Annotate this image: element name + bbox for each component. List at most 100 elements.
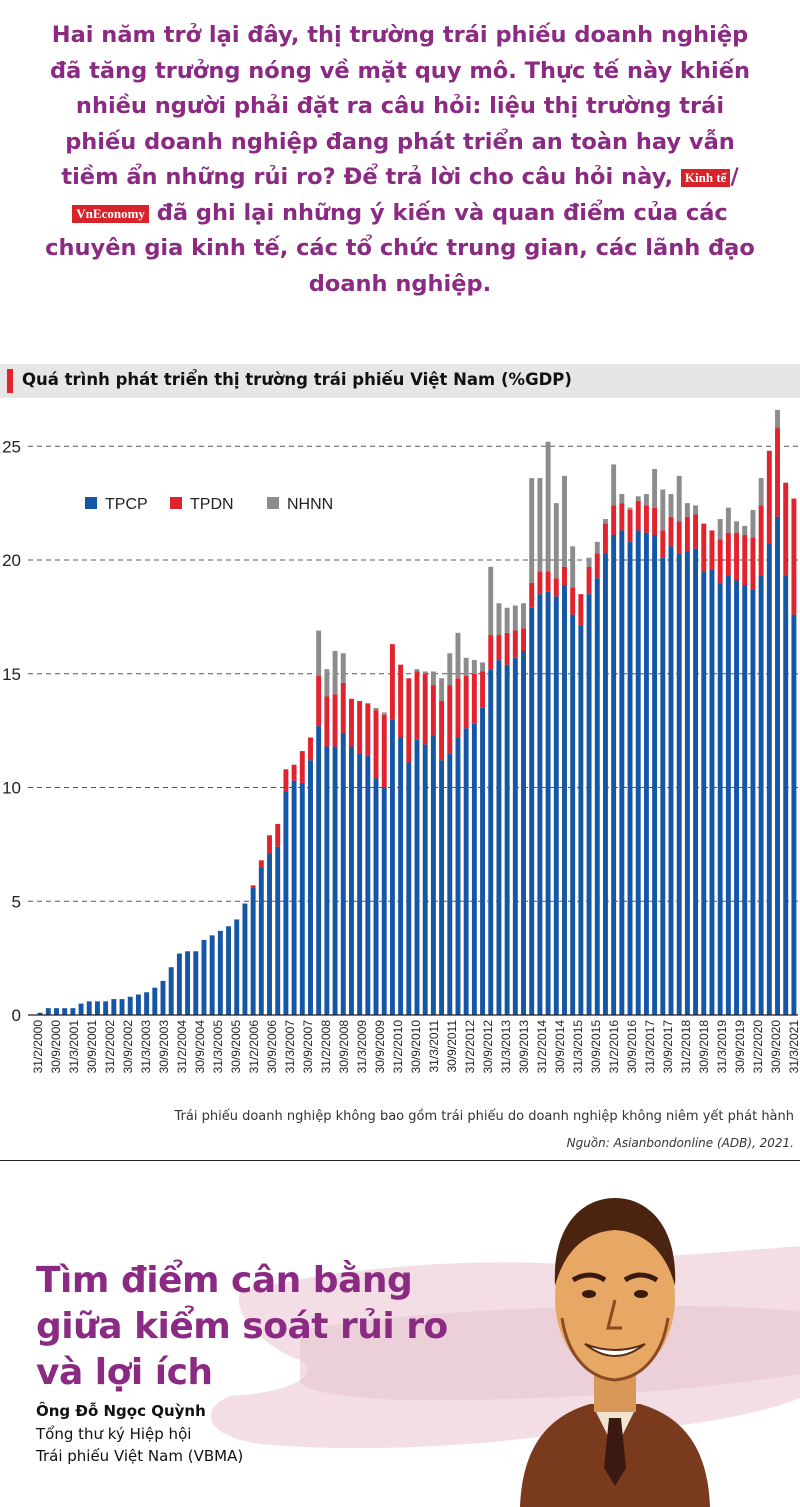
y-tick-label: 5: [12, 892, 21, 911]
bar-tpcp: [578, 625, 584, 1015]
legend-swatch-tpcp: [85, 497, 97, 509]
y-tick-label: 15: [2, 665, 21, 684]
bar-tpdn: [291, 764, 297, 781]
bar-tpcp: [496, 660, 502, 1015]
bar-nhnn: [742, 525, 748, 535]
bar-nhnn: [414, 669, 420, 672]
x-tick-label: 30/9/2017: [661, 1020, 675, 1074]
bar-tpcp: [78, 1003, 84, 1016]
x-tick-label: 31/2/2016: [607, 1020, 621, 1074]
bar-nhnn: [480, 662, 486, 672]
x-tick-label: 31/2/2018: [679, 1020, 693, 1074]
bar-tpcp: [750, 589, 756, 1015]
bar-tpcp: [291, 780, 297, 1015]
bar-nhnn: [324, 669, 330, 697]
bar-tpdn: [348, 698, 354, 747]
x-tick-label: 31/3/2013: [499, 1020, 513, 1074]
bar-tpdn: [258, 860, 264, 868]
bar-tpcp: [611, 534, 617, 1015]
bar-nhnn: [373, 707, 379, 711]
bar-tpdn: [250, 885, 256, 888]
x-tick-label: 30/9/2013: [517, 1020, 531, 1074]
bar-tpcp: [185, 951, 191, 1015]
bar-nhnn: [332, 651, 338, 695]
bar-tpdn: [373, 710, 379, 779]
bar-tpdn: [537, 571, 543, 595]
bar-tpcp: [389, 719, 395, 1015]
bar-nhnn: [504, 607, 510, 633]
x-tick-label: 30/9/2003: [157, 1020, 171, 1074]
x-tick-label: 31/2/2006: [247, 1020, 261, 1074]
bar-tpcp: [45, 1008, 51, 1015]
bar-tpdn: [389, 644, 395, 720]
bar-tpcp: [70, 1008, 76, 1015]
logo-separator: /: [730, 164, 739, 190]
bar-tpcp: [693, 548, 699, 1016]
bar-nhnn: [652, 469, 658, 508]
bar-tpdn: [340, 682, 346, 733]
bar-tpdn: [766, 450, 772, 545]
x-tick-label: 31/2/2000: [31, 1020, 45, 1074]
bar-tpcp: [201, 939, 207, 1015]
x-tick-label: 31/3/2003: [139, 1020, 153, 1074]
bar-nhnn: [594, 541, 600, 554]
bar-tpcp: [504, 664, 510, 1015]
bar-nhnn: [430, 671, 436, 686]
bar-tpcp: [684, 550, 690, 1015]
bar-tpdn: [684, 516, 690, 551]
legend-label-nhnn: NHNN: [287, 496, 333, 513]
bar-nhnn: [693, 505, 699, 515]
bar-nhnn: [439, 678, 445, 702]
bar-tpcp: [668, 546, 674, 1015]
x-tick-label: 30/9/2001: [85, 1020, 99, 1074]
bar-nhnn: [496, 603, 502, 636]
bar-tpcp: [111, 999, 117, 1015]
x-tick-label: 31/3/2015: [571, 1020, 585, 1074]
bar-tpcp: [152, 987, 158, 1015]
bar-tpdn: [496, 635, 502, 661]
bar-tpdn: [529, 582, 535, 608]
bar-tpcp: [430, 735, 436, 1015]
bar-tpdn: [488, 635, 494, 670]
bar-nhnn: [627, 507, 633, 510]
bar-nhnn: [562, 475, 567, 567]
bar-tpcp: [717, 582, 723, 1015]
bar-nhnn: [521, 603, 526, 629]
bar-tpdn: [725, 532, 731, 576]
bar-nhnn: [422, 671, 428, 674]
bar-tpcp: [135, 994, 141, 1015]
intro-paragraph: Hai năm trở lại đây, thị trường trái phi…: [40, 18, 760, 302]
intro-text-1: Hai năm trở lại đây, thị trường trái phi…: [49, 22, 750, 190]
chart-title-bar: Quá trình phát triển thị trường trái phi…: [0, 364, 800, 398]
x-tick-label: 31/3/2017: [643, 1020, 657, 1074]
bar-tpcp: [242, 903, 248, 1015]
bar-tpcp: [570, 614, 576, 1015]
bar-nhnn: [684, 503, 690, 517]
bar-tpdn: [521, 628, 526, 651]
bar-tpdn: [275, 823, 281, 847]
bar-tpdn: [365, 703, 371, 756]
bar-tpdn: [627, 509, 633, 542]
bar-tpdn: [480, 671, 486, 708]
x-tick-label: 31/2/2014: [535, 1020, 549, 1074]
bar-nhnn: [488, 566, 494, 636]
person-role-line-2: Trái phiếu Việt Nam (VBMA): [36, 1447, 244, 1465]
x-tick-label: 31/3/2007: [283, 1020, 297, 1074]
bar-tpcp: [217, 930, 223, 1015]
bar-tpcp: [406, 762, 412, 1015]
bar-tpdn: [562, 566, 567, 586]
bar-tpdn: [308, 737, 313, 761]
legend-label-tpdn: TPDN: [190, 496, 234, 513]
bar-tpcp: [701, 571, 707, 1016]
y-tick-label: 25: [2, 437, 21, 456]
bar-tpcp: [439, 760, 445, 1015]
bar-nhnn: [676, 475, 682, 522]
bar-nhnn: [619, 494, 625, 504]
bar-tpdn: [267, 835, 272, 854]
bar-tpdn: [553, 578, 559, 597]
x-tick-label: 30/9/2009: [373, 1020, 387, 1074]
bar-tpdn: [471, 673, 477, 724]
bar-tpdn: [414, 671, 420, 740]
bond-market-chart: 0 5 10 15 20 25 31/2/2000 30/9/2000 31/3/2001 30/…: [2, 409, 800, 1074]
bar-tpcp: [193, 951, 199, 1015]
